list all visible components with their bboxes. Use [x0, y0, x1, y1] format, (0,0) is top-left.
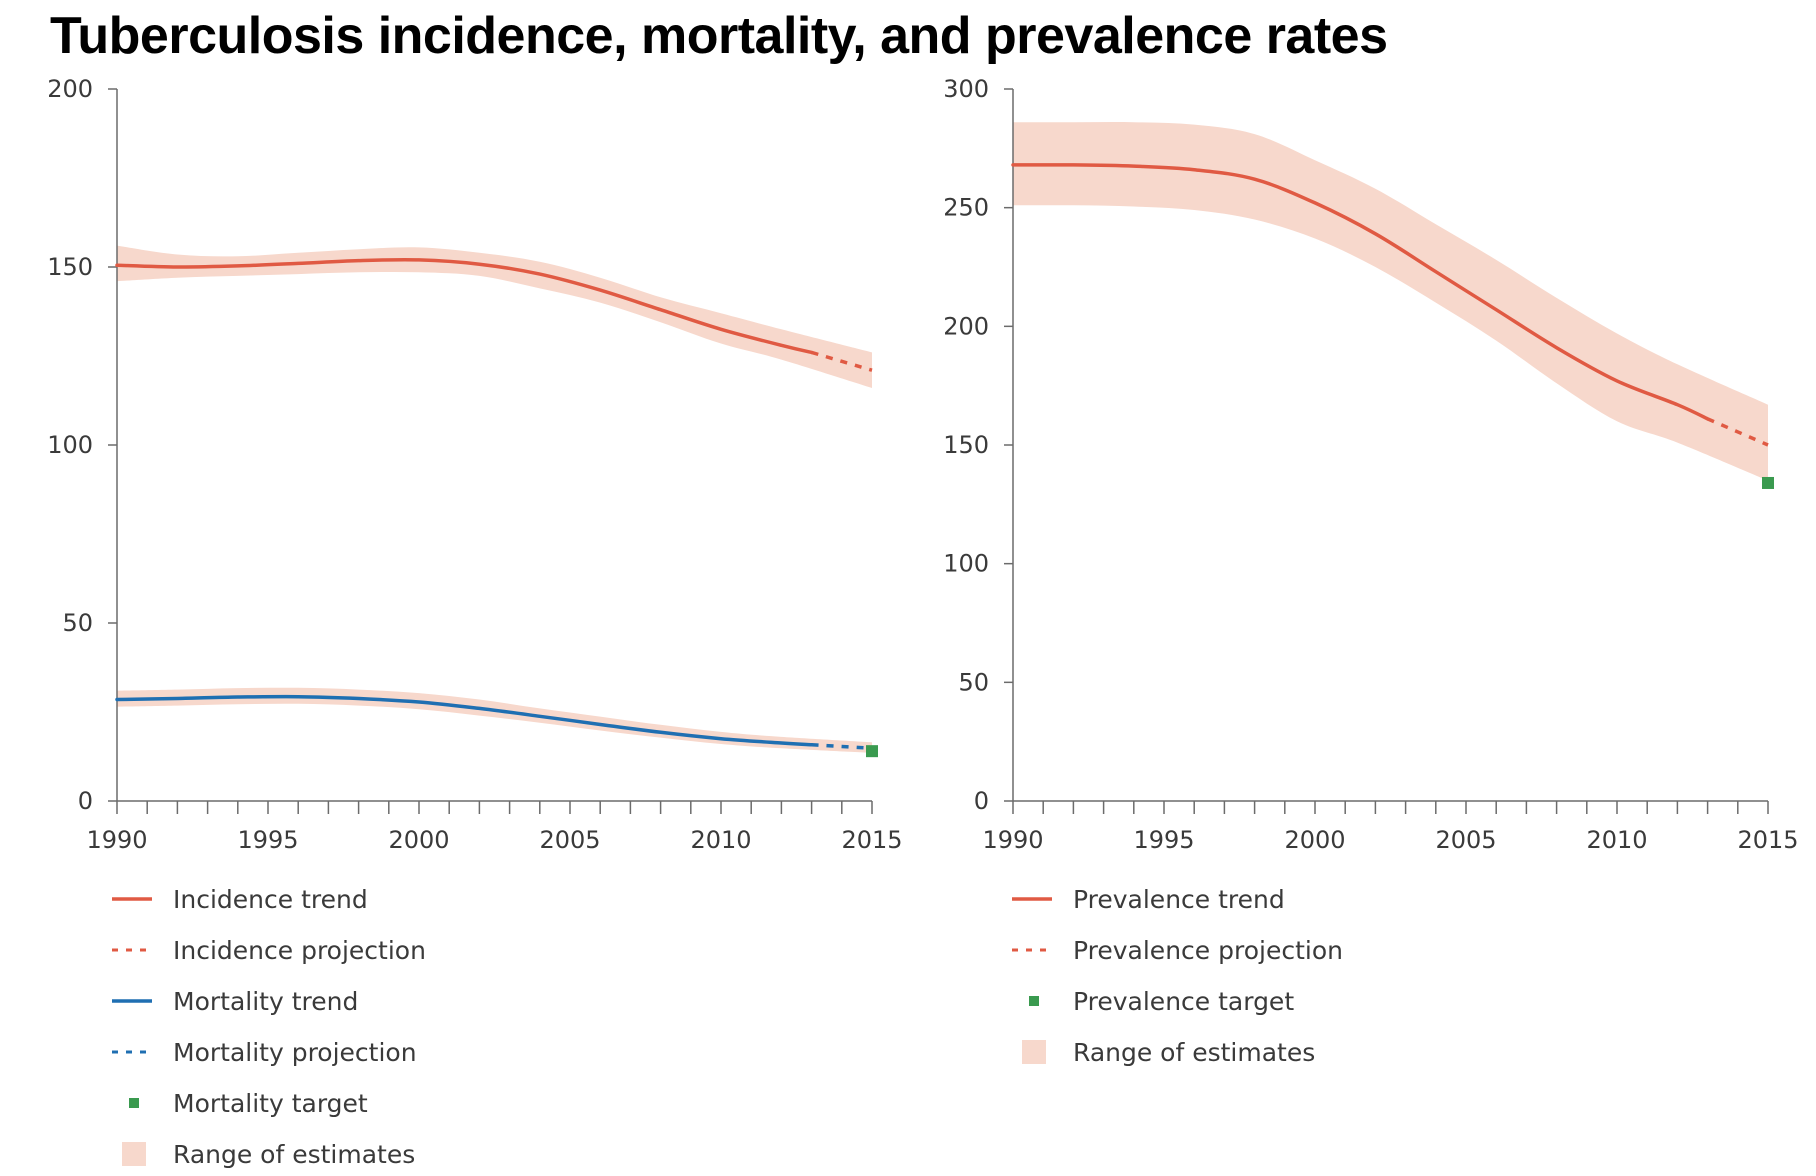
mortality-trend-legend-label: Mortality trend: [173, 987, 358, 1016]
x-tick-label: 1990: [86, 826, 147, 854]
range-of-estimates-legend-swatch: [122, 1142, 146, 1166]
y-tick-label: 100: [47, 431, 93, 459]
x-tick-label: 1990: [982, 826, 1043, 854]
y-tick-label: 50: [62, 609, 93, 637]
incidence-mortality-legend: Incidence trend Incidence projection Morta…: [112, 885, 426, 1169]
prevalence-target-marker: [1762, 476, 1774, 489]
prevalence-projection-legend-label: Prevalence projection: [1073, 936, 1343, 965]
y-tick-label: 100: [943, 550, 989, 578]
y-tick-label: 250: [943, 194, 989, 222]
y-tick-label: 0: [78, 787, 93, 815]
prevalence-projection-line: [1706, 417, 1769, 447]
x-tick-label: 2005: [539, 826, 600, 854]
x-tick-label: 1995: [1133, 826, 1194, 854]
incidence-trend-legend-label: Incidence trend: [173, 885, 368, 914]
y-tick-label: 200: [47, 75, 93, 103]
incidence-mortality-chart: 0 50 100 150 200 1990 1995 2000 2005 2010 2015: [47, 75, 902, 854]
x-tick-label: 2015: [1737, 826, 1798, 854]
incidence-projection-legend-label: Incidence projection: [173, 936, 426, 965]
x-tick-label: 2000: [388, 826, 449, 854]
prevalence-target-legend-label: Prevalence target: [1073, 987, 1294, 1016]
prevalence-chart: 0 50 100 150 200 250 300 1990 1995 2000 2005 2010 20…: [943, 75, 1798, 854]
y-tick-label: 150: [943, 431, 989, 459]
incidence-trend-line: [115, 257, 814, 355]
mortality-projection-line: [811, 743, 873, 751]
x-tick-label: 2015: [841, 826, 902, 854]
range-of-estimates-legend-swatch: [1022, 1040, 1046, 1064]
mortality-target-legend-label: Mortality target: [173, 1089, 368, 1118]
mortality-target-legend-swatch: [129, 1098, 139, 1108]
range-of-estimates-legend-label: Range of estimates: [173, 1140, 415, 1169]
prevalence-legend: Prevalence trend Prevalence projection Pre…: [1012, 885, 1343, 1067]
y-tick-label: 150: [47, 253, 93, 281]
y-tick-label: 200: [943, 312, 989, 340]
prevalence-trend-legend-label: Prevalence trend: [1073, 885, 1285, 914]
range-band-1: [117, 245, 872, 388]
mortality-target-marker: [866, 745, 878, 758]
x-tick-label: 2005: [1435, 826, 1496, 854]
y-tick-label: 300: [943, 75, 989, 103]
x-tick-label: 2010: [690, 826, 751, 854]
y-tick-label: 50: [958, 668, 989, 696]
incidence-projection-line: [811, 350, 873, 372]
prevalence-trend-line: [1011, 163, 1710, 421]
prevalence-target-legend-swatch: [1029, 996, 1039, 1006]
x-tick-label: 2000: [1284, 826, 1345, 854]
y-tick-label: 0: [974, 787, 989, 815]
x-tick-label: 1995: [237, 826, 298, 854]
mortality-trend-line: [115, 694, 814, 747]
x-tick-label: 2010: [1586, 826, 1647, 854]
mortality-projection-legend-label: Mortality projection: [173, 1038, 417, 1067]
range-band-1: [1013, 122, 1768, 481]
range-of-estimates-legend-label: Range of estimates: [1073, 1038, 1315, 1067]
page-title: Tuberculosis incidence, mortality, and p…: [50, 7, 1388, 65]
